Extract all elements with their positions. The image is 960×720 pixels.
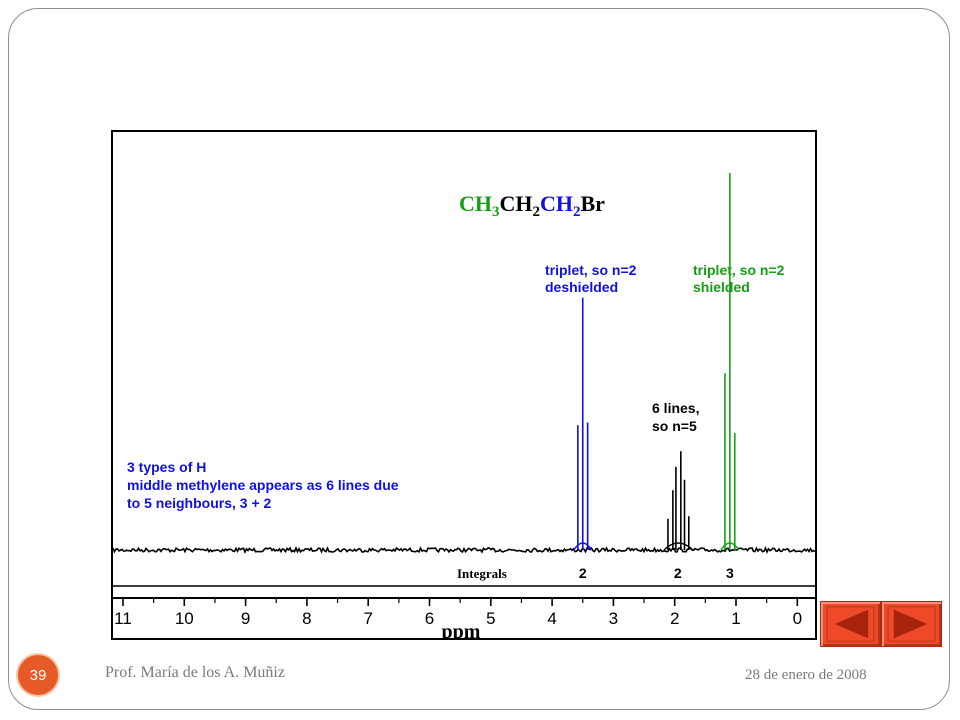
annotation-line: triplet, so n=2	[545, 262, 637, 278]
formula-part: 2	[573, 204, 581, 220]
x-tick-label: 9	[241, 609, 250, 628]
footer-author: Prof. María de los A. Muñiz	[105, 664, 285, 681]
annotation-line: shielded	[693, 279, 750, 295]
previous-slide-button[interactable]	[820, 601, 881, 647]
x-tick-label: 8	[302, 609, 311, 628]
x-tick-label: 5	[486, 609, 495, 628]
integral-value: 2	[579, 565, 587, 581]
x-tick-label: 6	[425, 609, 434, 628]
plot-frame	[111, 130, 817, 640]
x-tick-label: 4	[547, 609, 556, 628]
annotation: triplet, so n=2 shielded	[693, 262, 785, 295]
annotation-line: so n=5	[652, 418, 697, 434]
x-tick-label: 11	[114, 609, 132, 628]
x-tick-label: 3	[609, 609, 618, 628]
annotation-line: triplet, so n=2	[693, 262, 785, 278]
x-tick-label: 0	[793, 609, 802, 628]
multiplet-envelope	[663, 542, 694, 551]
x-axis-ticks	[122, 598, 799, 606]
next-slide-button[interactable]	[881, 601, 942, 647]
annotation: 3 types of H middle methylene appears as …	[127, 459, 399, 511]
footer-date: 28 de enero de 2008	[745, 667, 867, 683]
formula-part: 3	[492, 204, 500, 220]
integral-value: 3	[726, 565, 734, 581]
page-number-badge: 39	[16, 653, 60, 697]
annotation: 6 lines, so n=5	[652, 400, 699, 434]
x-axis-tick-labels: 11 10 9 8 7 6 5 4 3 2 1 0	[114, 609, 802, 628]
x-tick-label: 10	[175, 609, 194, 628]
molecule-formula: CH3CH2CH2Br	[459, 191, 605, 220]
formula-part: CH	[459, 191, 492, 216]
annotation-line: middle methylene appears as 6 lines due	[127, 477, 399, 493]
formula-part: Br	[581, 191, 606, 216]
annotation-line: 3 types of H	[127, 459, 206, 475]
next-triangle-icon	[887, 606, 936, 642]
nmr-spectrum-chart: 11 10 9 8 7 6 5 4 3 2 1 0 ppm CH3CH2CH2Br Integrals…	[111, 130, 817, 640]
annotation: triplet, so n=2 deshielded	[545, 262, 637, 295]
x-tick-label: 1	[731, 609, 740, 628]
annotation-line: 6 lines,	[652, 400, 699, 416]
formula-part: CH	[500, 191, 533, 216]
integral-values: 2 2 3	[579, 565, 734, 581]
formula-part: 2	[533, 204, 541, 220]
x-tick-label: 2	[670, 609, 679, 628]
integral-value: 2	[674, 565, 682, 581]
annotation-line: to 5 neighbours, 3 + 2	[127, 495, 272, 511]
x-tick-label: 7	[363, 609, 372, 628]
annotation-line: deshielded	[545, 279, 618, 295]
x-axis-label: ppm	[442, 621, 481, 640]
formula-part: CH	[540, 191, 573, 216]
prev-triangle-icon	[826, 606, 875, 642]
spectrum-baseline	[112, 546, 816, 554]
integrals-label: Integrals	[457, 566, 507, 581]
spectrum-peaks	[573, 173, 740, 551]
